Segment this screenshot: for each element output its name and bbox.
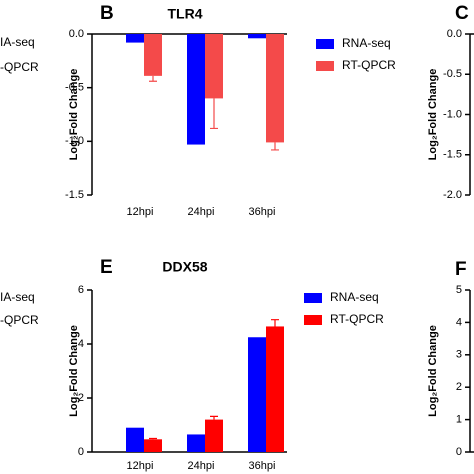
legend-swatch [304, 315, 322, 325]
bar [126, 34, 144, 43]
error-bar [271, 319, 279, 327]
chart-title: TLR4 [168, 6, 203, 22]
y-tick-label: -1.0 [65, 135, 84, 147]
y-tick-label: -1.5 [443, 149, 462, 161]
panel-letter: F [455, 259, 467, 280]
legend-swatch [316, 61, 334, 71]
legend-label: RT-QPCR [330, 312, 384, 326]
x-tick-label: 24hpi [188, 460, 215, 472]
legend-label: RT-QPCR [342, 58, 396, 72]
y-tick-label: 6 [78, 284, 84, 296]
y-tick-label: 0 [456, 446, 462, 458]
y-axis-label: Log₂Fold Change [68, 325, 80, 417]
y-tick-label: -0.5 [65, 82, 84, 94]
fragment-text: IA-seq [0, 35, 35, 49]
panel-letter: E [100, 257, 113, 278]
bar [266, 326, 284, 452]
y-tick-label: 3 [456, 349, 462, 361]
fragment-text: -QPCR [0, 60, 39, 74]
bar [205, 34, 223, 99]
bar [187, 34, 205, 145]
y-tick-label: 4 [78, 338, 84, 350]
panel-letter: B [100, 3, 114, 24]
x-tick-label: 24hpi [188, 206, 215, 218]
bar [248, 34, 266, 39]
y-tick-label: 2 [456, 381, 462, 393]
bar [144, 439, 162, 452]
chart-title: DDX58 [162, 259, 207, 275]
error-bar [210, 98, 218, 130]
y-tick-label: 1 [456, 414, 462, 426]
x-tick-label: 12hpi [127, 206, 154, 218]
error-bar [210, 415, 218, 420]
bar [144, 34, 162, 76]
y-tick-label: 0 [78, 446, 84, 458]
fragment-text: IA-seq [0, 290, 35, 304]
error-bar [149, 437, 157, 440]
y-tick-label: -2.0 [443, 189, 462, 201]
x-tick-label: 12hpi [127, 460, 154, 472]
legend-swatch [304, 293, 322, 303]
y-axis-label: Log₂Fold Change [427, 325, 439, 417]
x-tick-label: 36hpi [249, 206, 276, 218]
x-tick-label: 36hpi [249, 460, 276, 472]
y-tick-label: 5 [456, 284, 462, 296]
legend-label: RNA-seq [342, 36, 391, 50]
y-tick-label: 4 [456, 316, 462, 328]
y-tick-label: -1.5 [65, 189, 84, 201]
y-tick-label: -1.0 [443, 108, 462, 120]
y-tick-label: -0.5 [443, 68, 462, 80]
bar [205, 419, 223, 452]
fragment-text: -QPCR [0, 313, 39, 327]
legend-label: RNA-seq [330, 290, 379, 304]
y-tick-label: 0.0 [447, 28, 462, 40]
legend-swatch [316, 39, 334, 49]
y-tick-label: 2 [78, 392, 84, 404]
error-bar [271, 142, 279, 151]
panel-letter: C [455, 3, 469, 24]
bar [248, 337, 266, 452]
bar [266, 34, 284, 143]
y-axis-label: Log₂Fold Change [427, 69, 439, 161]
bar [126, 427, 144, 452]
y-tick-label: 0.0 [69, 28, 84, 40]
y-axis-label: Log₂Fold Change [68, 69, 80, 161]
bar [187, 434, 205, 452]
error-bar [149, 75, 157, 82]
